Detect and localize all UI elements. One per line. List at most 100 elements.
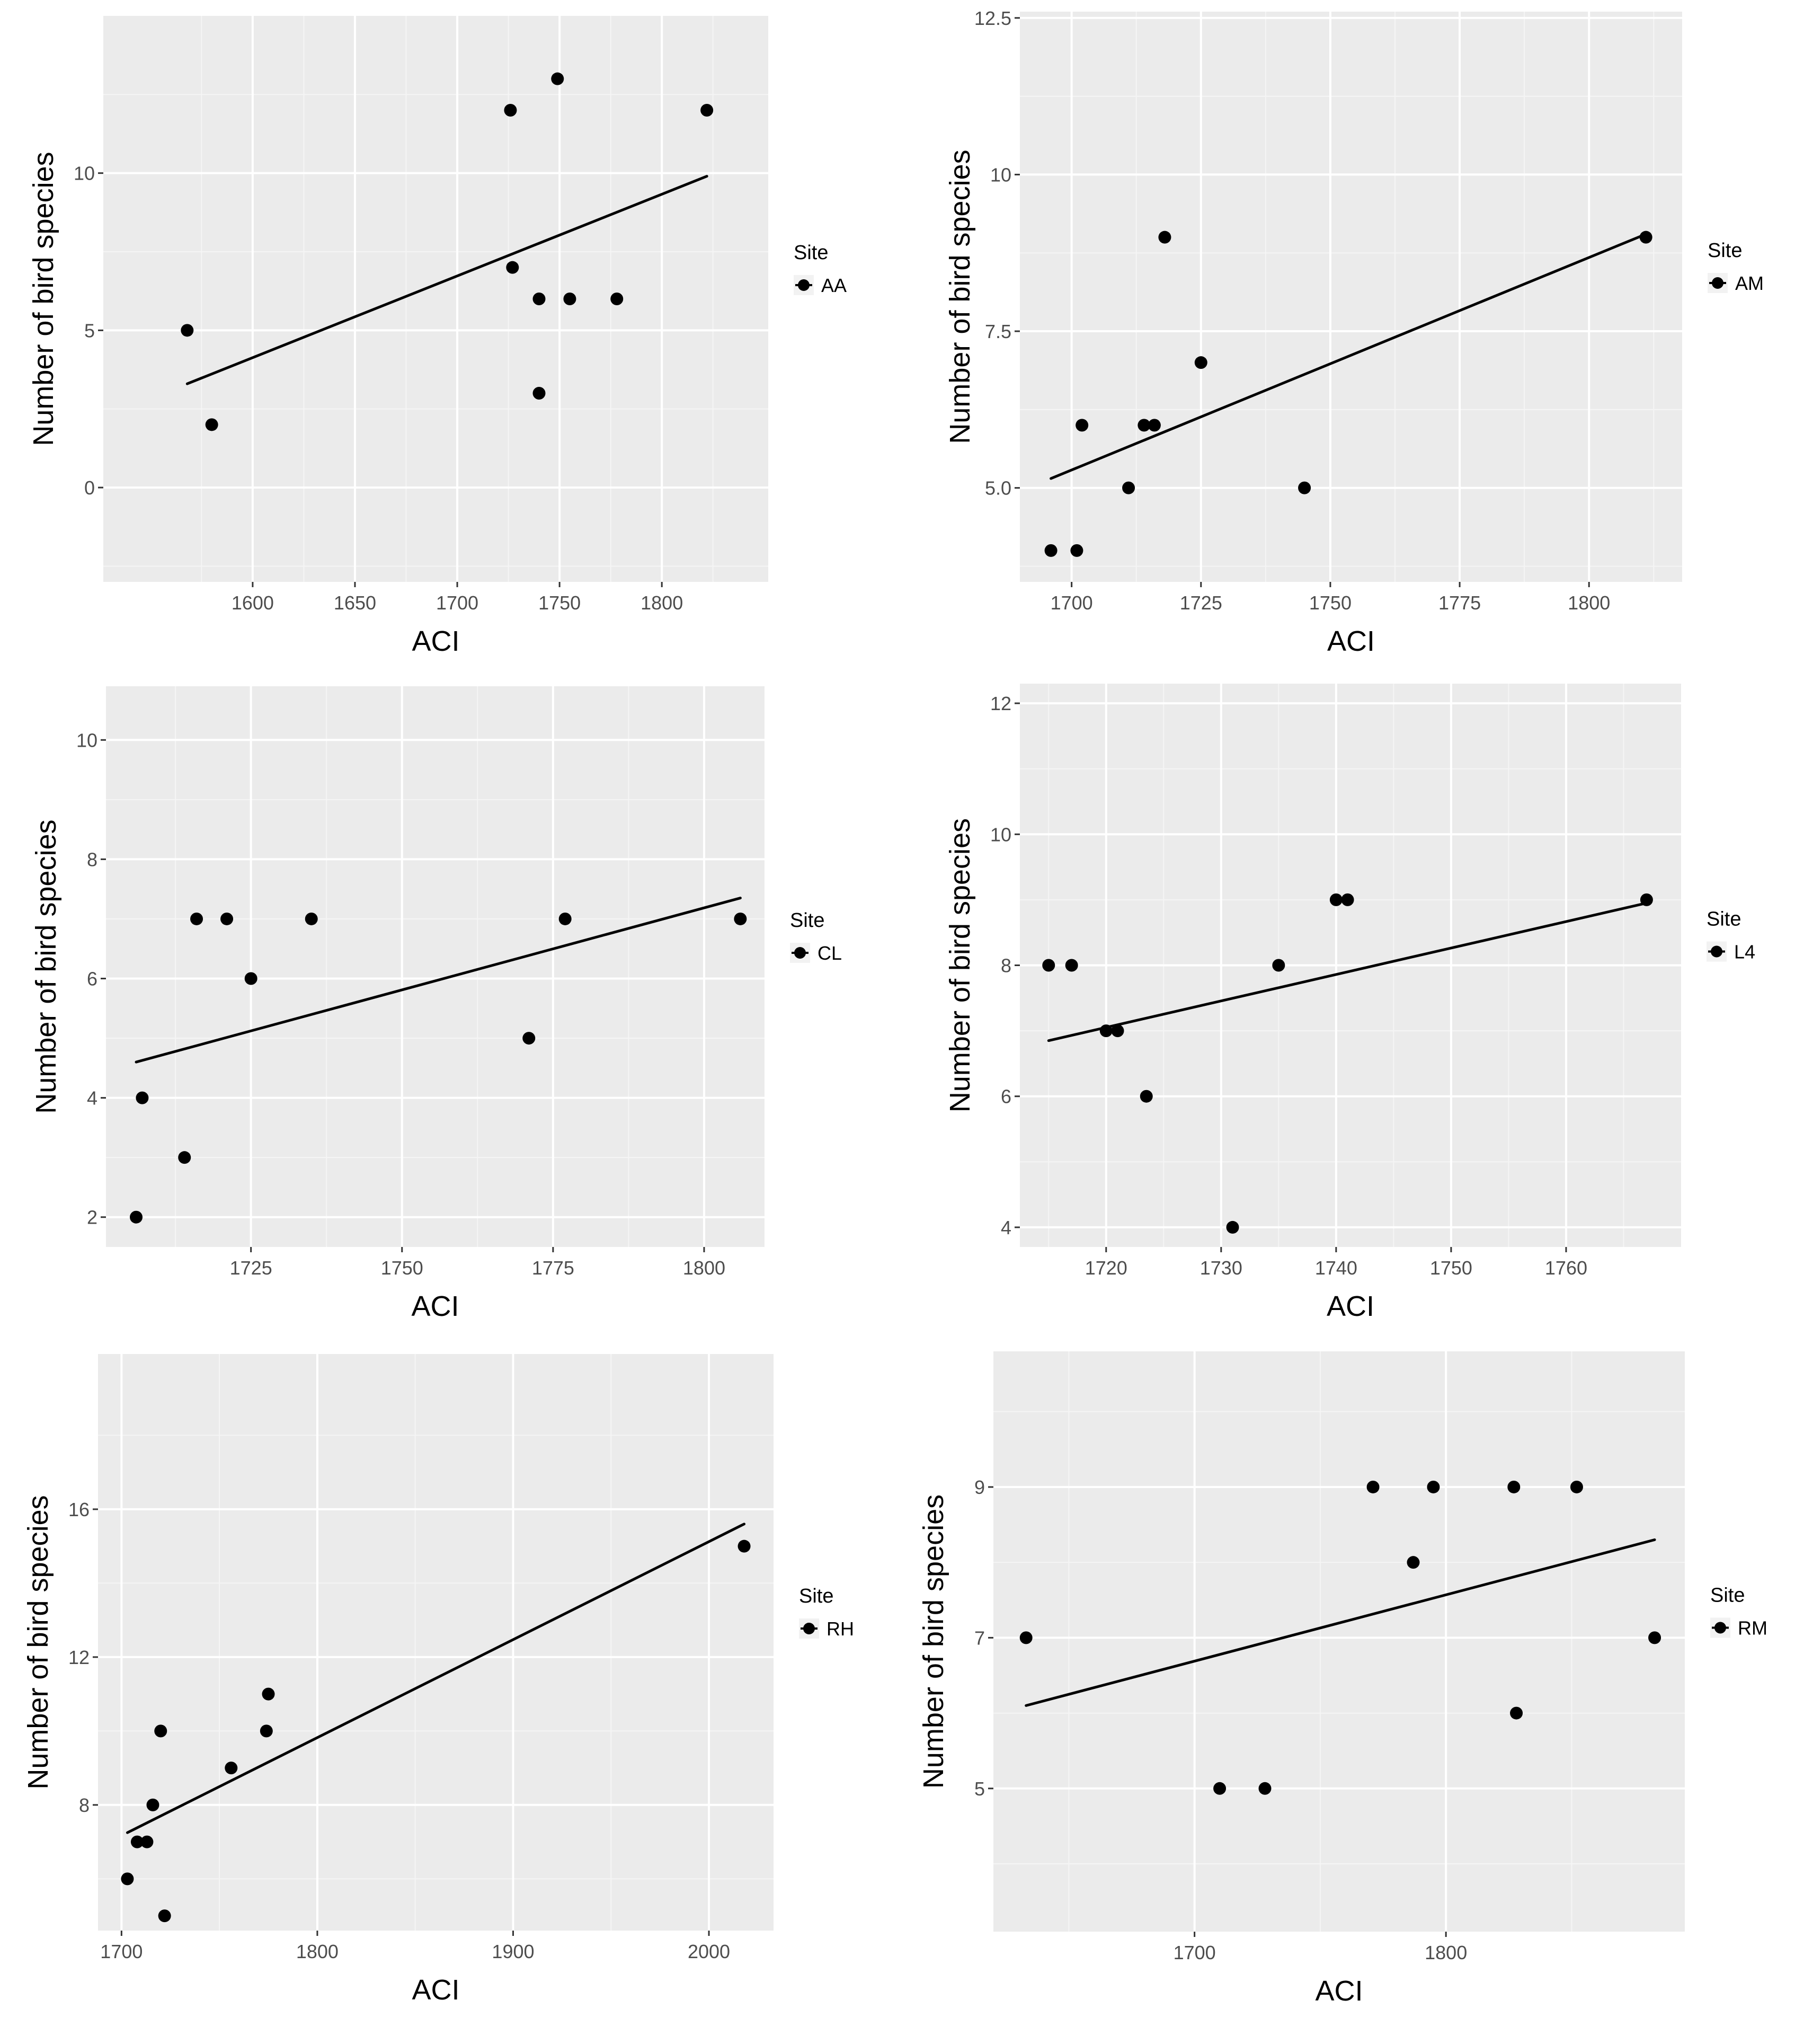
y-tick-label: 6 [1001,1086,1011,1108]
y-tick-label: 12 [68,1647,90,1668]
data-point [1099,1024,1113,1038]
x-tick-label: 1900 [492,1941,534,1962]
trend-line [1025,1538,1656,1707]
data-point [737,1539,751,1553]
data-point [154,1724,167,1738]
data-point [1341,893,1354,906]
x-tick-label: 1700 [436,592,478,614]
x-tick-label: 1700 [100,1941,143,1962]
y-tick-label: 12.5 [974,7,1011,29]
y-tick-label: 8 [1001,955,1011,977]
data-point [225,1762,238,1775]
y-tick-label: 5 [974,1778,985,1800]
y-axis-title: Number of bird species [30,819,62,1113]
x-tick-label: 1750 [1430,1257,1472,1279]
x-axis-title: ACI [412,1974,459,2006]
y-tick-label: 7 [974,1627,985,1649]
y-tick-label: 5.0 [985,477,1011,499]
x-tick-label: 1800 [296,1941,339,1962]
legend-title: Site [1710,1585,1745,1607]
data-point [1648,1631,1661,1644]
x-tick-label: 1760 [1545,1257,1587,1279]
data-point [551,72,564,85]
y-tick-label: 7.5 [985,321,1011,342]
trend-line [1047,901,1648,1042]
data-point [1065,959,1078,972]
plot-background [1020,12,1682,582]
x-axis-title: ACI [412,625,459,657]
x-tick-label: 1740 [1315,1257,1357,1279]
y-tick-label: 0 [84,477,95,499]
legend-key-point [803,1623,815,1634]
legend: Site RM [1710,1585,1767,1639]
legend: Site AA [794,242,847,296]
chart-panel-cl: 1725 1750 1775 1800 2 4 6 8 10 ACI Number of bird … [30,686,842,1322]
data-point [130,1210,143,1224]
y-tick-label: 9 [974,1476,985,1498]
legend-title: Site [1708,240,1742,262]
legend-label: L4 [1734,941,1755,963]
y-axis-title: Number of bird species [944,149,976,444]
x-tick-label: 1650 [334,592,376,614]
data-point [1122,481,1135,494]
x-tick-label: 1775 [532,1257,574,1279]
data-point [130,1835,144,1848]
x-tick-label: 1750 [1309,592,1352,614]
plot-background [993,1351,1685,1932]
y-tick-label: 10 [76,729,97,751]
legend-label: AM [1735,272,1764,294]
data-point [1158,231,1171,244]
legend-title: Site [794,242,828,264]
data-point [136,1091,149,1104]
data-point [262,1687,275,1701]
legend-label: RM [1738,1617,1767,1639]
data-point [1510,1706,1523,1720]
y-tick-label: 12 [990,693,1011,714]
x-tick-label: 1750 [381,1257,423,1279]
x-tick-label: 1800 [683,1257,725,1279]
x-tick-label: 1720 [1085,1257,1127,1279]
legend-title: Site [790,909,824,932]
legend-key-point [1712,277,1723,289]
y-tick-label: 4 [1001,1217,1011,1238]
x-tick-label: 1725 [230,1257,272,1279]
legend-title: Site [1707,908,1741,931]
y-axis-title: Number of bird species [944,818,976,1112]
y-tick-label: 8 [79,1794,90,1816]
gridlines [98,1354,774,1931]
x-tick-label: 1700 [1051,592,1093,614]
data-point [1298,481,1311,494]
plot-background [98,1354,774,1931]
chart-panel-am: 1700 1725 1750 1775 1800 5.0 7.5 10 12.5 ACI Numbe… [944,7,1764,657]
y-tick-label: 10 [990,164,1011,185]
y-tick-label: 6 [87,968,97,990]
gridlines [106,686,765,1247]
data-point [1138,419,1151,432]
x-tick-label: 1600 [232,592,274,614]
y-axis-title: Number of bird species [28,152,59,446]
y-tick-label: 4 [87,1087,97,1109]
data-point [178,1151,191,1164]
data-point [610,293,624,305]
legend: Site CL [790,909,842,964]
x-tick-label: 1700 [1174,1942,1216,1963]
x-axis-title: ACI [411,1290,459,1322]
data-point [1213,1782,1227,1795]
y-tick-label: 10 [74,163,95,184]
plot-background [103,16,768,582]
data-point [260,1724,273,1738]
y-tick-label: 5 [84,320,95,341]
data-point [1148,419,1161,432]
chart-panel-l4: 1720 1730 1740 1750 1760 4 6 8 10 12 ACI Number of … [944,684,1755,1322]
data-point [1427,1480,1440,1493]
legend-title: Site [799,1585,833,1607]
data-point [121,1872,134,1886]
x-tick-label: 1730 [1200,1257,1242,1279]
data-point [506,261,519,274]
y-axis-title: Number of bird species [918,1494,949,1789]
legend-label: AA [821,275,847,296]
x-tick-label: 1750 [538,592,581,614]
legend: Site AM [1708,240,1764,294]
data-point [1042,959,1055,972]
